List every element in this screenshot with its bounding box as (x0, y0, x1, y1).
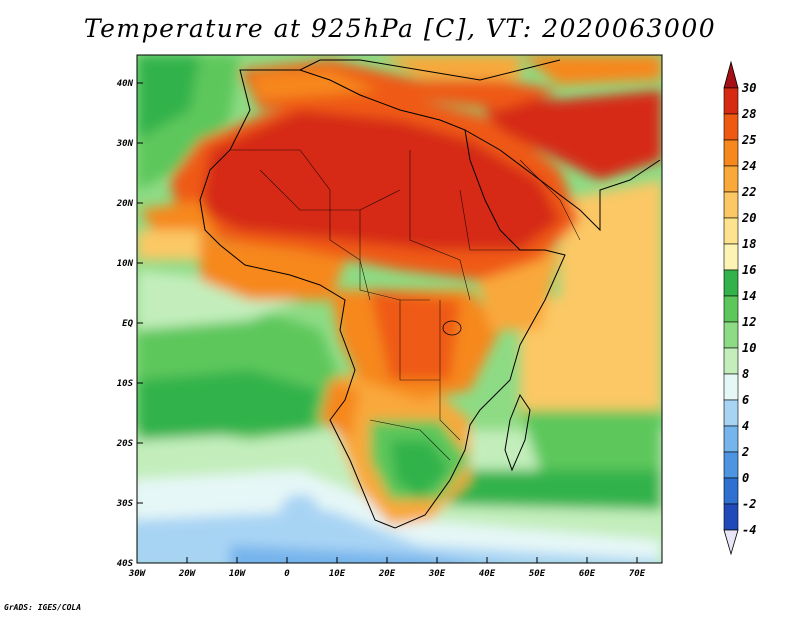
lon-tick-label: 60E (579, 569, 596, 579)
lat-tick-label: 20S (116, 439, 134, 449)
colorbar-label: 12 (742, 315, 756, 329)
colorbar-swatch (723, 191, 739, 219)
lat-tick-label: 10S (117, 379, 134, 389)
colorbar-swatch (723, 165, 739, 193)
colorbar-swatch (723, 399, 739, 427)
lon-tick-label: 10E (329, 569, 346, 579)
colorbar-swatch (723, 269, 739, 297)
lat-tick-label: 30N (116, 139, 134, 149)
colorbar-swatch (723, 503, 739, 531)
lat-tick-label: 30S (116, 499, 134, 509)
colorbar-label: 28 (741, 107, 756, 121)
colorbar-swatch (723, 451, 739, 479)
colorbar-label: 22 (741, 185, 756, 199)
lon-tick-label: 30E (428, 569, 446, 579)
colorbar-swatch (723, 425, 739, 453)
colorbar-label: 4 (742, 419, 749, 433)
longitude-axis: 30W 20W 10W 0 10E 20E 30E 40E 50E 60E 70E (128, 557, 646, 579)
map-frame (136, 54, 663, 564)
map-title: Temperature at 925hPa [C], VT: 202006300… (83, 14, 717, 43)
temperature-field (137, 55, 662, 563)
colorbar-top-arrow (723, 60, 739, 89)
latitude-axis: 40N 30N 20N 10N EQ 10S 20S 30S 40S (116, 79, 143, 569)
lat-tick-label: EQ (122, 319, 133, 329)
colorbar-label: -2 (742, 497, 756, 511)
lon-tick-label: 40E (479, 569, 496, 579)
colorbar-swatch (723, 295, 739, 323)
lon-tick-label: 10W (229, 569, 247, 579)
colorbar-swatch (723, 139, 739, 167)
colorbar-label: 8 (742, 367, 749, 381)
lat-tick-label: 20N (116, 199, 134, 209)
colorbar-label: -4 (742, 523, 756, 537)
lat-tick-label: 40N (117, 79, 134, 89)
colorbar-label: 18 (742, 237, 756, 251)
colorbar-label: 10 (742, 341, 756, 355)
colorbar-swatch (723, 477, 739, 505)
colorbar-swatch (723, 373, 739, 401)
lat-tick-label: 10N (117, 259, 134, 269)
colorbar-label: 25 (741, 133, 756, 147)
colorbar-label: 14 (742, 289, 756, 303)
lon-tick-label: 70E (629, 569, 646, 579)
colorbar-label: 30 (741, 81, 756, 95)
lon-tick-label: 30W (128, 569, 147, 579)
colorbar-label: 20 (741, 211, 756, 225)
colorbar-swatch (723, 87, 739, 115)
lon-tick-label: 20E (378, 569, 396, 579)
lon-tick-label: 50E (529, 569, 546, 579)
colorbar-swatch (723, 347, 739, 375)
colorbar-swatch (723, 243, 739, 271)
colorbar-label: 24 (741, 159, 756, 173)
colorbar-label: 2 (741, 445, 749, 459)
lon-tick-label: 20W (178, 569, 197, 579)
colorbar-label: 0 (742, 471, 749, 485)
lat-tick-label: 40S (117, 559, 134, 569)
colorbar-label: 16 (742, 263, 756, 277)
colorbar-label: 6 (742, 393, 749, 407)
colorbar-swatch (723, 113, 739, 141)
colorbar-swatch (723, 217, 739, 245)
credit-text: GrADS: IGES/COLA (4, 603, 82, 612)
colorbar-swatch (723, 321, 739, 349)
lon-tick-label: 0 (284, 569, 290, 579)
colorbar-bottom-arrow (723, 529, 739, 556)
